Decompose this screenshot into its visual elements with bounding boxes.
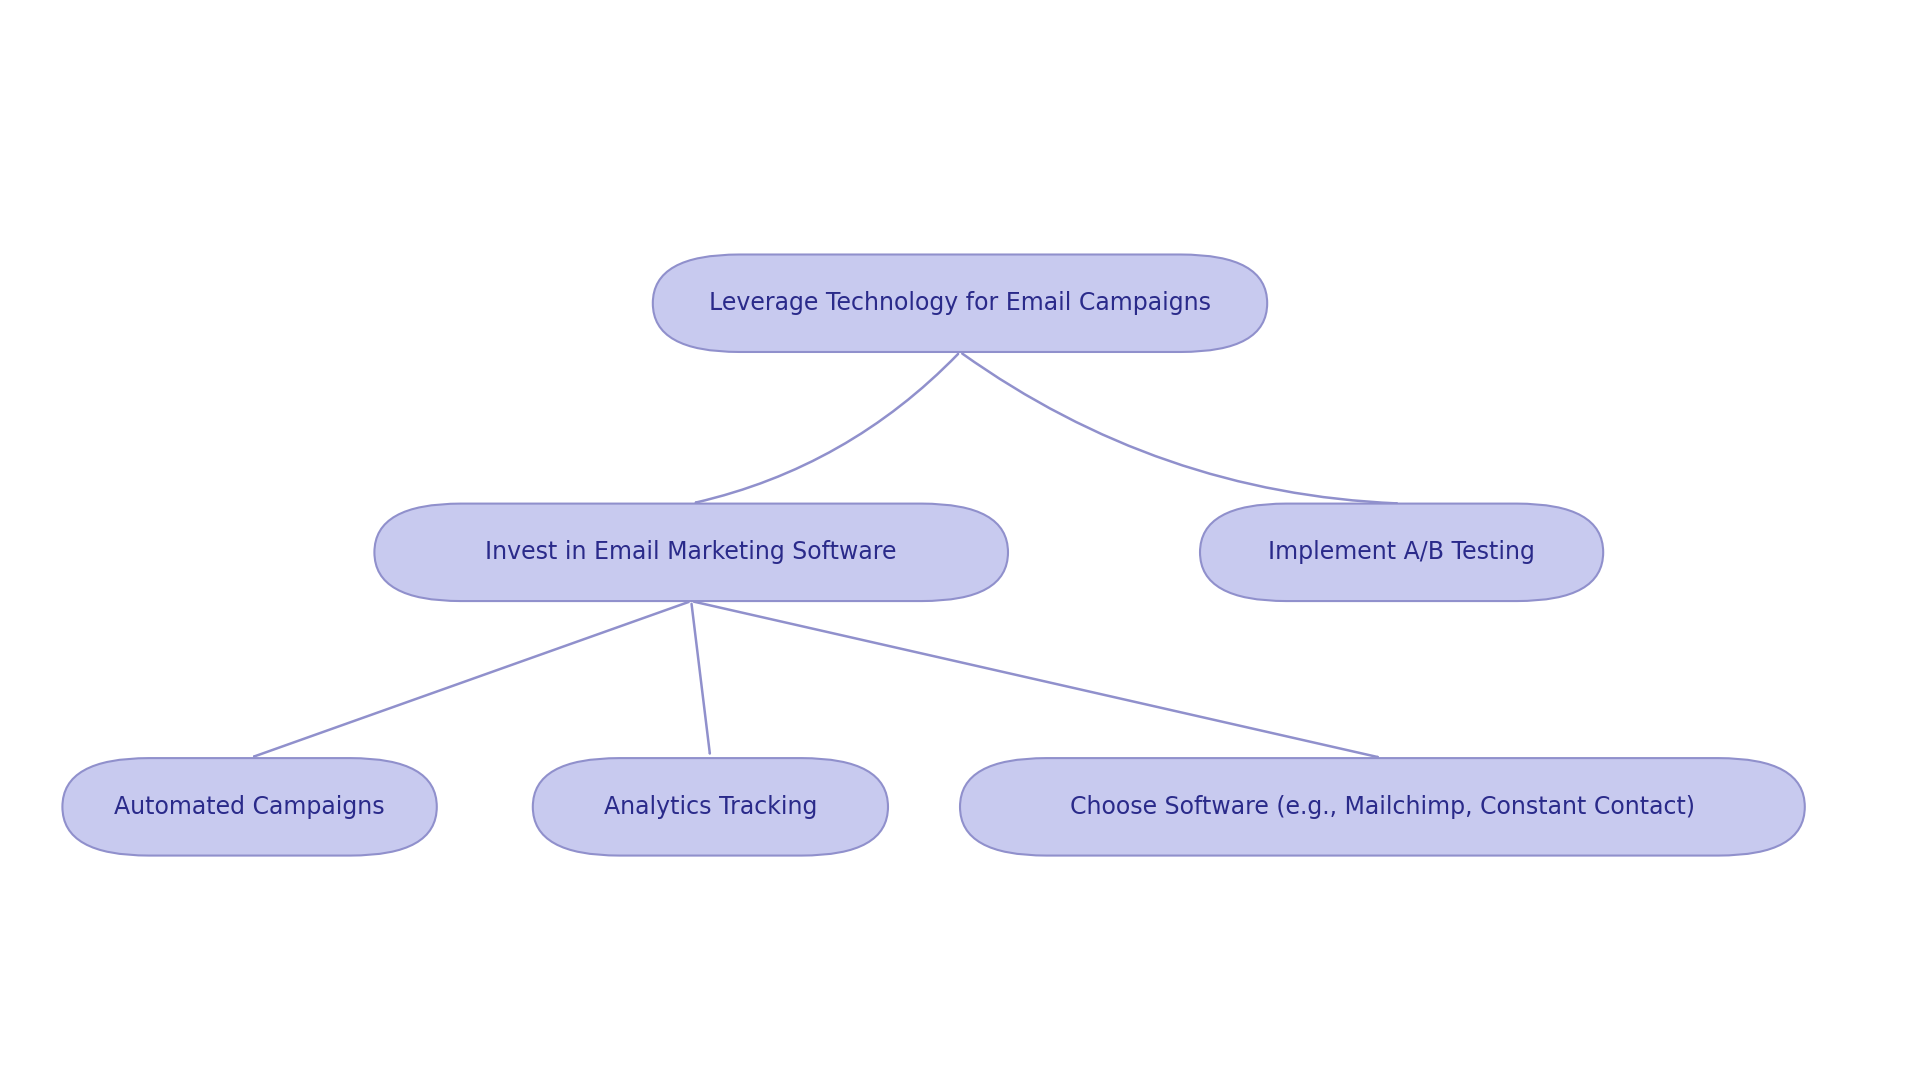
FancyBboxPatch shape [532,758,887,856]
Text: Invest in Email Marketing Software: Invest in Email Marketing Software [486,540,897,564]
FancyBboxPatch shape [653,255,1267,352]
Text: Choose Software (e.g., Mailchimp, Constant Contact): Choose Software (e.g., Mailchimp, Consta… [1069,795,1695,819]
FancyBboxPatch shape [61,758,438,856]
FancyArrowPatch shape [962,353,1396,504]
FancyBboxPatch shape [374,504,1008,601]
FancyArrowPatch shape [253,602,689,757]
FancyArrowPatch shape [691,604,710,754]
FancyArrowPatch shape [693,602,1379,757]
FancyBboxPatch shape [1200,504,1603,601]
Text: Implement A/B Testing: Implement A/B Testing [1269,540,1534,564]
Text: Leverage Technology for Email Campaigns: Leverage Technology for Email Campaigns [708,291,1212,315]
FancyBboxPatch shape [960,758,1805,856]
FancyArrowPatch shape [695,354,958,503]
Text: Analytics Tracking: Analytics Tracking [603,795,818,819]
Text: Automated Campaigns: Automated Campaigns [115,795,384,819]
